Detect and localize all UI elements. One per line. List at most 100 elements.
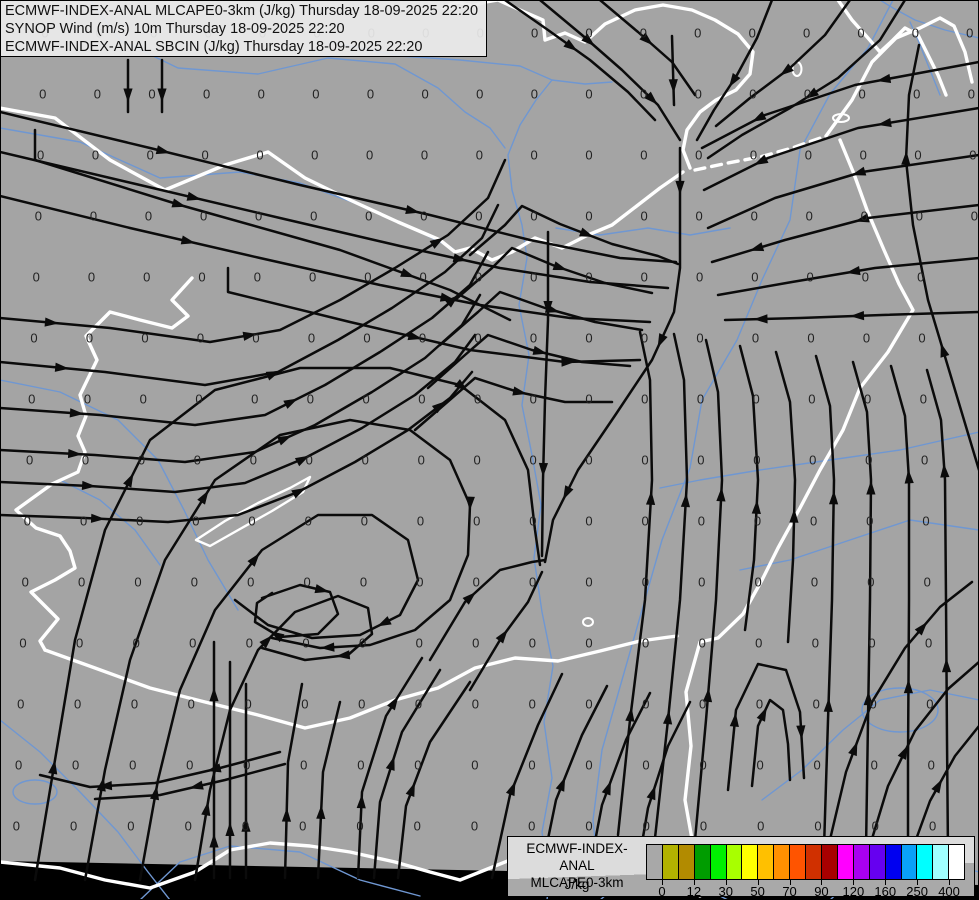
streamline: [0, 194, 652, 324]
wind-arrow: [779, 63, 794, 76]
grid-value-label: 0: [643, 819, 650, 834]
wind-arrow: [845, 266, 861, 276]
grid-value-label: 0: [92, 148, 99, 163]
grid-value-label: 0: [256, 148, 263, 163]
grid-value-label: 0: [310, 209, 317, 224]
grid-value-label: 0: [694, 26, 701, 41]
grid-value-label: 0: [929, 819, 936, 834]
grid-value-label: 0: [803, 26, 810, 41]
wind-arrow: [242, 331, 258, 341]
wind-arrow: [675, 180, 685, 195]
legend-tick-label: 160: [874, 884, 897, 899]
grid-value-label: 0: [699, 636, 706, 651]
wind-arrow: [668, 79, 678, 94]
wind-arrow: [854, 213, 870, 223]
wind-arrow: [601, 780, 611, 796]
streamline: [693, 338, 724, 842]
grid-value-label: 0: [865, 453, 872, 468]
streamline: [0, 110, 678, 264]
grid-value-label: 0: [862, 270, 869, 285]
grid-value-label: 0: [203, 87, 210, 102]
grid-value-label: 0: [258, 87, 265, 102]
wind-arrow: [850, 311, 865, 321]
legend-tick-label: 50: [750, 884, 765, 899]
wind-arrow: [851, 166, 867, 176]
grid-value-label: 0: [749, 87, 756, 102]
legend-tick-mark: [725, 880, 727, 885]
grid-value-label: 0: [868, 636, 875, 651]
streamline: [468, 204, 680, 266]
legend-color-cell: [869, 845, 886, 879]
grid-value-label: 0: [585, 697, 592, 712]
grid-value-label: 0: [416, 575, 423, 590]
grid-value-label: 0: [971, 209, 978, 224]
grid-value-label: 0: [585, 453, 592, 468]
wind-arrow: [277, 435, 292, 446]
river: [0, 719, 171, 900]
grid-value-label: 0: [640, 87, 647, 102]
streamline: [653, 332, 689, 840]
grid-value-label: 0: [806, 209, 813, 224]
wind-arrow: [716, 487, 726, 502]
legend-color-cell: [758, 845, 775, 879]
grid-value-label: 0: [244, 697, 251, 712]
wind-arrow: [538, 462, 549, 477]
grid-value-label: 0: [809, 453, 816, 468]
grid-value-label: 0: [751, 270, 758, 285]
wind-arrow: [387, 696, 399, 711]
grid-value-label: 0: [357, 758, 364, 773]
grid-value-label: 0: [185, 819, 192, 834]
grid-value-label: 0: [82, 453, 89, 468]
grid-value-label: 0: [364, 270, 371, 285]
grid-value-label: 0: [421, 148, 428, 163]
grid-value-label: 0: [39, 87, 46, 102]
streamline: [695, 0, 774, 142]
wind-arrow: [209, 687, 219, 702]
streamline: [453, 246, 654, 302]
grid-value-label: 0: [86, 331, 93, 346]
streamline: [670, 34, 676, 107]
header-line-sbcin: ECMWF-INDEX-ANAL SBCIN (J/kg) Thursday 1…: [5, 39, 423, 56]
wind-arrow: [171, 198, 187, 208]
grid-value-label: 0: [74, 697, 81, 712]
grid-value-label: 0: [246, 636, 253, 651]
grid-value-label: 0: [418, 392, 425, 407]
grid-value-label: 0: [585, 514, 592, 529]
wind-arrow: [848, 741, 858, 757]
grid-value-label: 0: [366, 148, 373, 163]
grid-value-label: 0: [641, 331, 648, 346]
grid-value-label: 0: [474, 453, 481, 468]
wind-arrow: [123, 473, 134, 488]
grid-value-label: 0: [814, 819, 821, 834]
wind-arrow: [67, 448, 83, 459]
wind-arrow: [543, 301, 553, 316]
river: [761, 689, 979, 801]
legend-unit-label: J/kg: [564, 877, 590, 892]
legend-color-cell: [742, 845, 759, 879]
legend-title-line1: ECMWF-INDEX-ANAL: [526, 841, 628, 873]
wind-arrow: [901, 150, 911, 165]
streamline: [598, 0, 697, 97]
legend-tick-label: 30: [718, 884, 733, 899]
grid-value-label: 0: [872, 819, 879, 834]
grid-value-label: 0: [475, 270, 482, 285]
streamline: [396, 680, 472, 880]
grid-value-label: 0: [811, 575, 818, 590]
wind-arrow: [866, 480, 876, 495]
grid-value-label: 0: [642, 575, 649, 590]
grid-value-label: 0: [924, 575, 931, 590]
grid-value-label: 0: [695, 148, 702, 163]
grid-value-label: 0: [913, 87, 920, 102]
wind-arrow: [505, 781, 516, 797]
grid-value-label: 0: [585, 331, 592, 346]
grid-value-label: 0: [37, 148, 44, 163]
wind-arrow: [563, 485, 574, 500]
streamline: [0, 150, 670, 290]
legend-tick-label: 90: [814, 884, 829, 899]
grid-value-label: 0: [530, 331, 537, 346]
legend-tick-label: 0: [658, 884, 666, 899]
grid-value-label: 0: [805, 148, 812, 163]
grid-value-label: 0: [585, 26, 592, 41]
grid-value-label: 0: [200, 209, 207, 224]
grid-value-label: 0: [129, 758, 136, 773]
